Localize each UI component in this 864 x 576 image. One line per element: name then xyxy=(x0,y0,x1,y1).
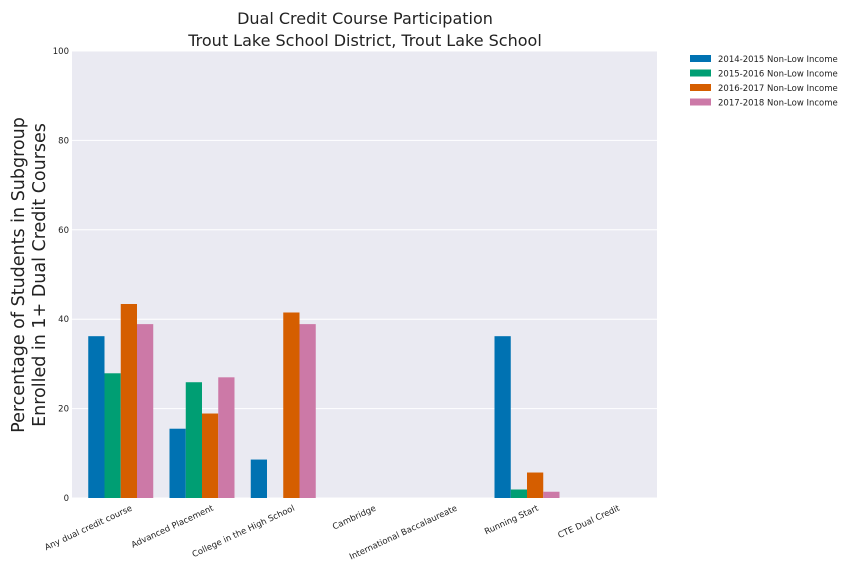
x-tick-label: CTE Dual Credit xyxy=(557,503,623,541)
bar-2-2 xyxy=(283,312,300,498)
bar-1-1 xyxy=(185,382,202,498)
legend-swatch xyxy=(690,98,711,106)
bar-5-0 xyxy=(494,336,511,498)
y-axis-label-line2: Enrolled in 1+ Dual Credit Courses xyxy=(30,123,50,427)
y-tick-label: 0 xyxy=(64,494,69,504)
y-tick-label: 80 xyxy=(58,136,69,146)
legend-label: 2016-2017 Non-Low Income xyxy=(718,84,838,94)
x-tick-label: Cambridge xyxy=(331,504,378,533)
chart-title-line1: Dual Credit Course Participation xyxy=(237,9,493,28)
y-tick-label: 20 xyxy=(58,405,69,415)
legend: 2014-2015 Non-Low Income 2015-2016 Non-Lo… xyxy=(690,55,838,109)
bar-5-1 xyxy=(510,489,527,498)
legend-swatch xyxy=(690,84,711,91)
x-tick-label: Any dual credit course xyxy=(43,504,134,553)
y-tick-label: 100 xyxy=(53,47,69,57)
legend-label: 2017-2018 Non-Low Income xyxy=(718,99,838,109)
bar-2-0 xyxy=(250,459,267,498)
bar-1-3 xyxy=(218,377,235,498)
bars xyxy=(88,304,560,498)
bar-0-1 xyxy=(104,373,121,498)
bar-1-0 xyxy=(169,428,186,498)
y-axis-label-line1: Percentage of Students in Subgroup xyxy=(9,117,29,433)
bar-0-2 xyxy=(120,304,137,498)
bar-2-3 xyxy=(299,324,316,498)
y-tick-labels: 0 20 40 60 80 100 xyxy=(53,47,69,504)
bar-0-3 xyxy=(137,324,154,498)
x-tick-label: Advanced Placement xyxy=(130,503,216,550)
plot-area xyxy=(72,51,657,498)
chart-title-line2: Trout Lake School District, Trout Lake S… xyxy=(187,31,542,50)
legend-swatch xyxy=(690,55,711,62)
x-tick-label: Running Start xyxy=(483,503,541,537)
bar-5-3 xyxy=(543,491,560,498)
bar-0-0 xyxy=(88,336,105,498)
legend-swatch xyxy=(690,69,711,77)
legend-label: 2014-2015 Non-Low Income xyxy=(718,55,838,65)
y-tick-label: 40 xyxy=(58,315,69,325)
bar-1-2 xyxy=(202,413,219,498)
legend-label: 2015-2016 Non-Low Income xyxy=(718,70,838,80)
y-tick-label: 60 xyxy=(58,226,69,236)
bar-5-2 xyxy=(527,472,544,498)
